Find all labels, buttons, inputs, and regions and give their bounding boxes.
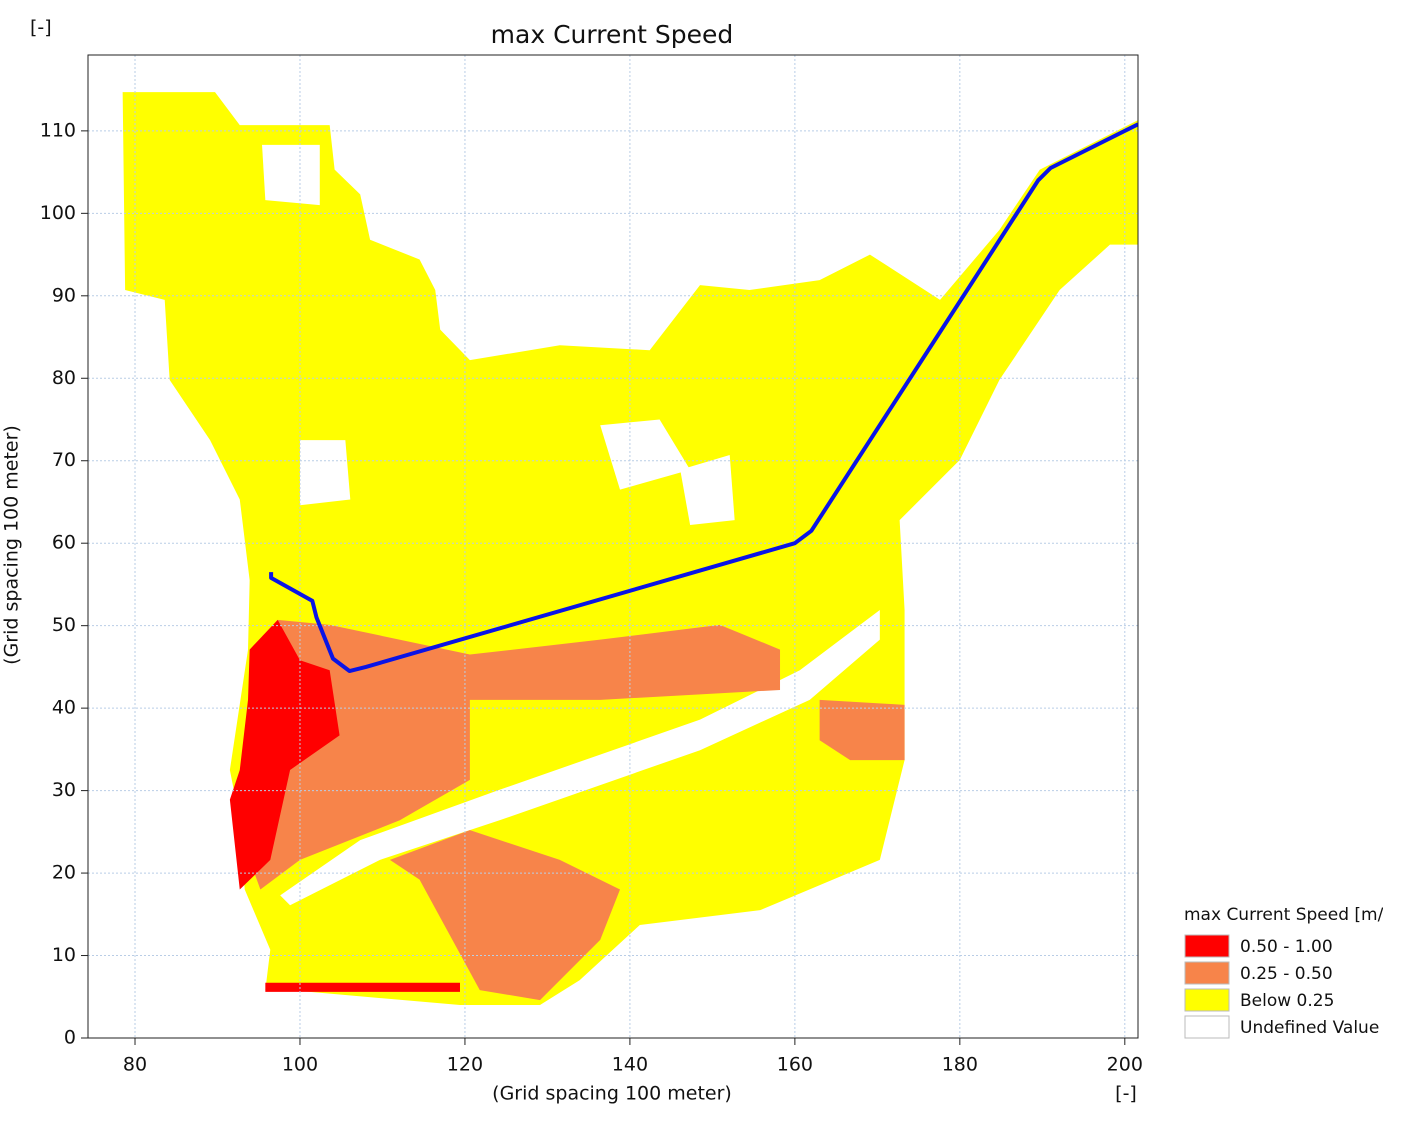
axes: 80 100 120 140 160 180 200 0 10 20 30 40 50 60 70 80 90 1… bbox=[40, 119, 1143, 1075]
legend-swatch bbox=[1184, 961, 1230, 985]
y-axis-label: (Grid spacing 100 meter) bbox=[1, 425, 23, 665]
x-axis-label: (Grid spacing 100 meter) bbox=[492, 1083, 732, 1105]
speed-area bbox=[680, 454, 735, 526]
track-line bbox=[269, 122, 1138, 674]
y-tick-label: 40 bbox=[52, 697, 76, 719]
y-tick-label: 70 bbox=[52, 449, 76, 471]
x-tick-label: 80 bbox=[123, 1054, 147, 1076]
x-tick-label: 140 bbox=[612, 1054, 648, 1076]
legend-label: 0.50 - 1.00 bbox=[1240, 937, 1333, 957]
y-tick-label: 10 bbox=[52, 944, 76, 966]
speed-area bbox=[249, 619, 781, 890]
speed-area bbox=[229, 619, 340, 890]
legend-label: Undefined Value bbox=[1240, 1018, 1379, 1038]
y-tick-label: 90 bbox=[52, 284, 76, 306]
y-tick-label: 0 bbox=[64, 1027, 76, 1049]
x-tick-label: 120 bbox=[447, 1054, 483, 1076]
speed-area bbox=[299, 440, 351, 506]
y-tick-label: 80 bbox=[52, 367, 76, 389]
speed-area bbox=[262, 144, 320, 206]
legend-swatch bbox=[1184, 988, 1230, 1012]
legend-title: max Current Speed [m/s] bbox=[1184, 905, 1399, 925]
y-tick-label: 20 bbox=[52, 862, 76, 884]
y-unit: [-] bbox=[30, 17, 52, 39]
legend-swatch bbox=[1184, 934, 1230, 958]
chart-title: max Current Speed bbox=[491, 20, 734, 49]
x-unit: [-] bbox=[1115, 1083, 1137, 1105]
x-tick-label: 180 bbox=[942, 1054, 978, 1076]
speed-area bbox=[600, 419, 691, 490]
y-tick-label: 60 bbox=[52, 532, 76, 554]
y-tick-label: 30 bbox=[52, 779, 76, 801]
speed-area bbox=[280, 609, 880, 906]
legend-label: Below 0.25 bbox=[1240, 991, 1334, 1011]
plot-frame bbox=[87, 54, 1139, 1039]
speed-area bbox=[389, 830, 621, 1001]
x-tick-label: 200 bbox=[1107, 1054, 1143, 1076]
speed-area bbox=[819, 699, 905, 761]
y-tick-label: 50 bbox=[52, 614, 76, 636]
legend: 0.50 - 1.00 0.25 - 0.50 Below 0.25 Undefine… bbox=[1184, 934, 1379, 1039]
y-tick-label: 100 bbox=[40, 202, 76, 224]
legend-swatch bbox=[1184, 1015, 1230, 1039]
x-tick-label: 160 bbox=[777, 1054, 813, 1076]
track-layer bbox=[269, 122, 1138, 674]
legend-title-box: max Current Speed [m/s] bbox=[1184, 905, 1399, 925]
legend-label: 0.25 - 0.50 bbox=[1240, 964, 1333, 984]
speed-area bbox=[265, 982, 460, 992]
x-tick-label: 100 bbox=[282, 1054, 318, 1076]
y-tick-label: 110 bbox=[40, 119, 76, 141]
